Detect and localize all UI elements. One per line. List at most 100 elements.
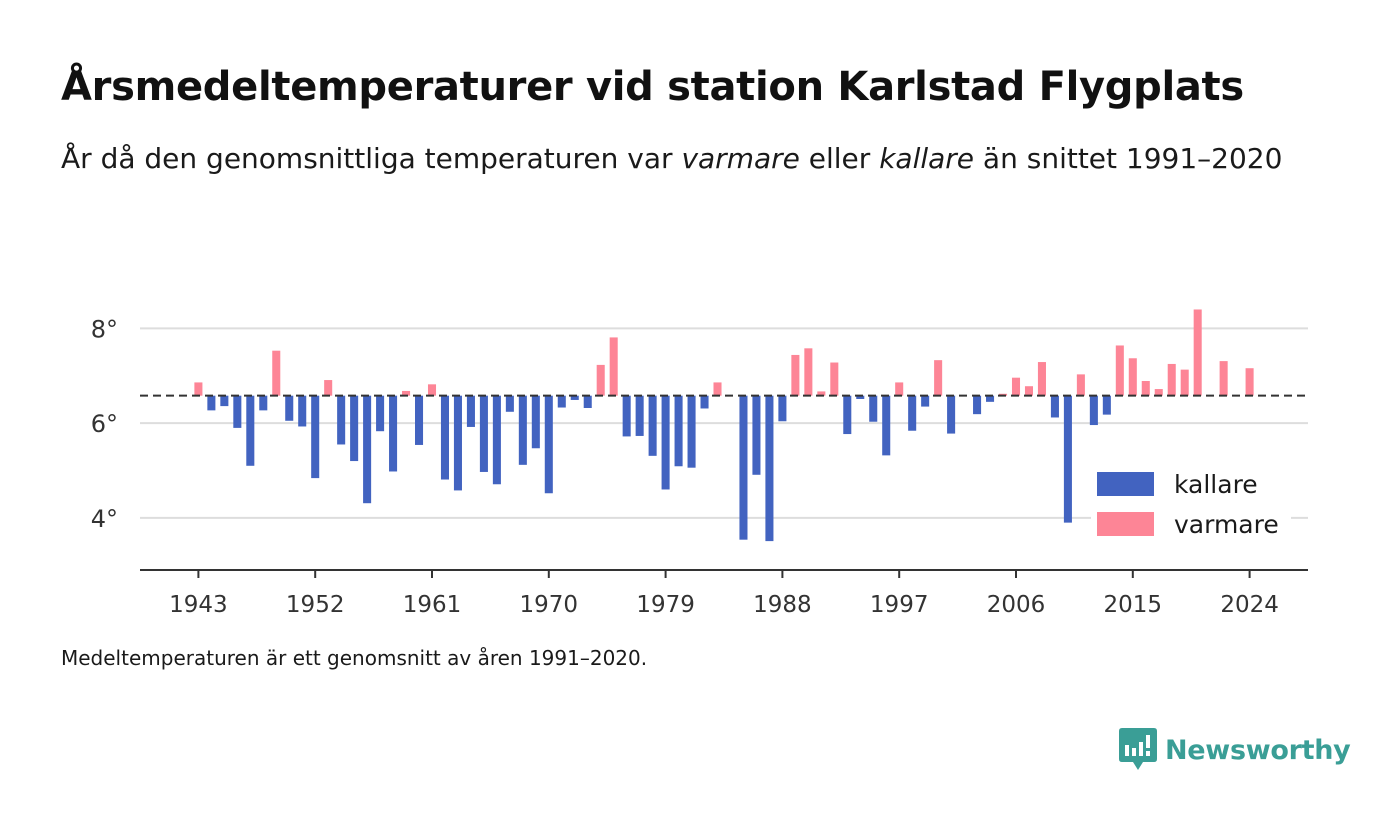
subtitle-prefix: År då den genomsnittliga temperaturen va… — [61, 142, 682, 175]
bar-cold — [557, 395, 566, 408]
subtitle-suffix: än snittet 1991–2020 — [974, 142, 1283, 175]
bar-warm — [402, 390, 411, 396]
bar-cold — [207, 395, 216, 411]
bar-cold — [220, 395, 229, 407]
subtitle-warm-word: varmare — [681, 142, 800, 175]
bar-warm — [596, 364, 605, 396]
bar-cold — [921, 395, 930, 407]
bar-cold — [466, 395, 475, 427]
bar-cold — [505, 395, 514, 412]
bar-warm — [1115, 345, 1124, 396]
x-tick-label: 2024 — [1220, 592, 1279, 618]
bar-cold — [298, 395, 307, 427]
x-tick-label: 1988 — [753, 592, 812, 618]
bar-warm — [1024, 386, 1034, 396]
x-tick-label: 1952 — [286, 592, 345, 618]
bar-cold — [700, 395, 709, 409]
bar-warm — [830, 362, 839, 396]
bar-warm — [272, 350, 281, 396]
bar-warm — [791, 354, 800, 396]
bar-warm — [427, 384, 437, 396]
chart-subtitle: År då den genomsnittliga temperaturen va… — [61, 137, 1291, 180]
bar-cold — [1050, 395, 1059, 418]
bars-layer — [194, 309, 1254, 542]
temperature-bar-chart: 4° 6° 8° 1943 1952 1961 1970 1979 1988 1997 2006 20… — [91, 309, 1308, 618]
legend-label-cold: kallare — [1174, 470, 1258, 499]
x-tick-label: 1943 — [169, 592, 228, 618]
bar-cold — [869, 395, 878, 422]
bar-cold — [752, 395, 761, 475]
x-tick-label: 2015 — [1104, 592, 1163, 618]
bar-cold — [492, 395, 501, 485]
bar-warm — [895, 382, 904, 396]
bar-warm — [324, 380, 333, 396]
bar-cold — [376, 395, 385, 432]
bar-cold — [687, 395, 696, 468]
bar-cold — [389, 395, 398, 472]
bar-warm — [1219, 361, 1228, 396]
bar-cold — [531, 395, 540, 449]
bar-cold — [739, 395, 748, 540]
bar-cold — [285, 395, 294, 421]
bar-cold — [414, 395, 424, 445]
bar-warm — [1245, 368, 1254, 396]
bar-cold — [518, 395, 527, 465]
x-tick-label: 1970 — [520, 592, 579, 618]
footnote: Medeltemperaturen är ett genomsnitt av å… — [61, 646, 648, 670]
bar-cold — [544, 395, 553, 494]
bar-cold — [973, 395, 982, 415]
bar-cold — [246, 395, 255, 466]
bar-cold — [363, 395, 372, 504]
bar-warm — [1180, 369, 1189, 396]
bar-cold — [570, 395, 579, 400]
legend-label-warm: varmare — [1174, 510, 1279, 539]
axis-layer: 4° 6° 8° 1943 1952 1961 1970 1979 1988 1997 2006 20… — [91, 315, 1308, 618]
bar-cold — [311, 395, 320, 479]
bar-warm — [194, 382, 203, 396]
bar-cold — [350, 395, 359, 462]
bar-warm — [1141, 381, 1150, 396]
subtitle-cold-word: kallare — [879, 142, 975, 175]
bar-cold — [882, 395, 891, 456]
bar-warm — [1193, 309, 1202, 396]
x-tick-label: 1997 — [870, 592, 929, 618]
bar-cold — [674, 395, 683, 467]
bar-cold — [635, 395, 644, 436]
bar-warm — [609, 337, 618, 396]
bar-cold — [259, 395, 268, 411]
x-tick-label: 1961 — [403, 592, 462, 618]
bar-cold — [856, 395, 865, 399]
bar-cold — [440, 395, 450, 480]
bar-warm — [1076, 374, 1085, 396]
bar-cold — [843, 395, 852, 435]
bar-warm — [1167, 363, 1176, 396]
legend-layer: kallare varmare — [1091, 466, 1291, 542]
chart-title: Årsmedeltemperaturer vid station Karlsta… — [61, 64, 1244, 110]
newsworthy-logo-icon — [1119, 728, 1157, 770]
bar-warm — [1037, 362, 1046, 396]
brand-logo[interactable]: Newsworthy — [1119, 728, 1351, 772]
bar-warm — [713, 382, 722, 396]
bar-warm — [817, 391, 826, 396]
bar-cold — [479, 395, 488, 472]
bar-cold — [233, 395, 242, 428]
bar-cold — [622, 395, 631, 437]
bar-cold — [1089, 395, 1098, 426]
bar-cold — [337, 395, 346, 445]
bar-warm — [804, 348, 813, 396]
bar-cold — [947, 395, 956, 434]
bar-warm — [1011, 377, 1021, 396]
bar-cold — [986, 395, 995, 402]
bar-warm — [934, 360, 943, 396]
bar-cold — [1102, 395, 1111, 415]
y-tick-label: 6° — [91, 410, 118, 438]
subtitle-middle: eller — [799, 142, 880, 175]
legend-swatch-cold — [1097, 472, 1154, 496]
bar-warm — [1154, 389, 1163, 396]
y-tick-label: 4° — [91, 505, 118, 533]
x-tick-label: 1979 — [636, 592, 695, 618]
bar-warm — [1128, 358, 1137, 396]
bar-cold — [908, 395, 917, 431]
legend-swatch-warm — [1097, 512, 1154, 536]
bar-cold — [1063, 395, 1072, 523]
